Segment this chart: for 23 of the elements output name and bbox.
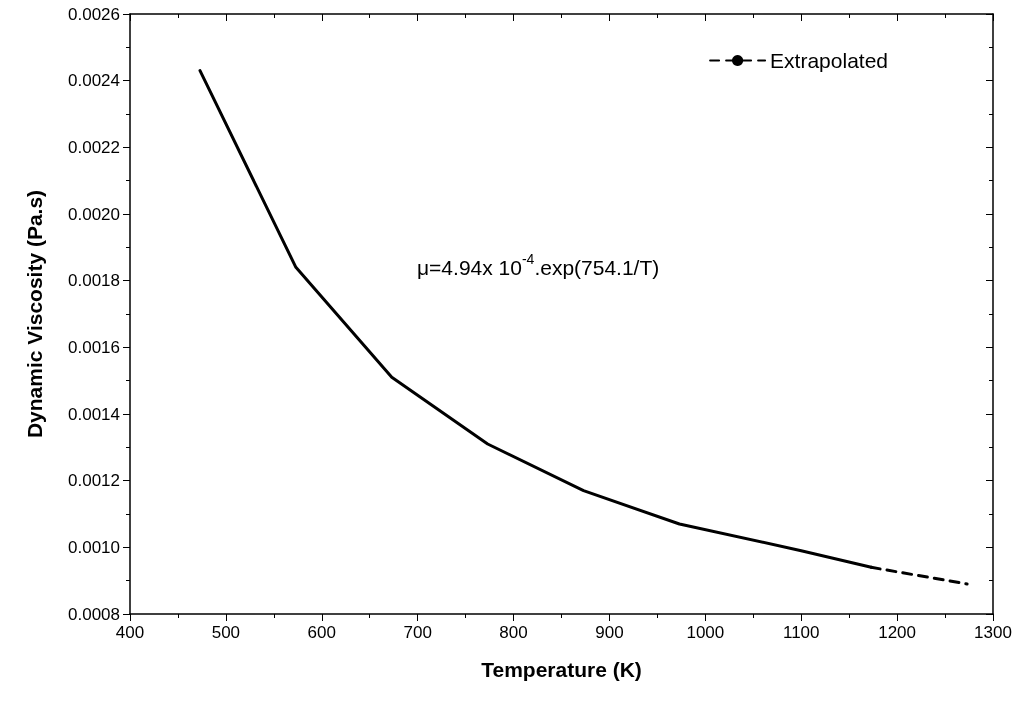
x-tick-label: 800 [499, 623, 528, 642]
y-tick-label: 0.0016 [68, 337, 120, 357]
y-tick-label: 0.0008 [68, 604, 120, 624]
x-tick-label: 1000 [686, 623, 725, 642]
x-axis-title: Temperature (K) [481, 658, 642, 681]
y-tick-label: 0.0012 [68, 471, 120, 491]
x-tick-label: 900 [595, 623, 624, 642]
legend-label: Extrapolated [770, 49, 889, 72]
y-tick-label: 0.0022 [68, 137, 120, 157]
y-tick-label: 0.0024 [68, 71, 120, 91]
x-tick-label: 1100 [782, 623, 820, 642]
x-tick-label: 1200 [878, 623, 917, 642]
x-tick-label: 500 [211, 623, 241, 642]
x-tick-label: 700 [403, 623, 432, 642]
y-tick-label: 0.0026 [68, 4, 120, 24]
y-axis-title: Dynamic Viscosity (Pa.s) [23, 189, 46, 439]
x-tick-label: 1300 [974, 623, 1012, 642]
x-tick-label: 600 [307, 623, 336, 642]
y-tick-label: 0.0018 [68, 271, 120, 291]
x-tick-label: 400 [115, 623, 145, 642]
y-tick-label: 0.0020 [68, 204, 120, 224]
y-tick-label: 0.0010 [68, 537, 120, 557]
y-tick-label: 0.0014 [68, 404, 120, 424]
